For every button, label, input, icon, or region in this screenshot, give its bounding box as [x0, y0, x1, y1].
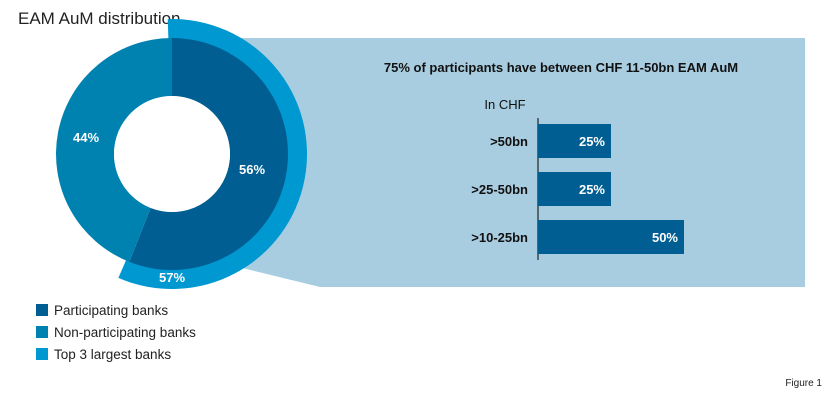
- bar-value-label: 25%: [579, 182, 605, 197]
- legend-label: Participating banks: [54, 303, 168, 318]
- legend: Participating banks Non-participating ban…: [36, 303, 196, 362]
- legend-swatch: [36, 348, 48, 360]
- figure-label: Figure 1: [785, 378, 822, 389]
- bar-value-label: 50%: [652, 230, 678, 245]
- donut-slice-non-participating: [55, 38, 172, 262]
- legend-label: Top 3 largest banks: [54, 347, 171, 362]
- bar-3: [538, 220, 684, 254]
- legend-item-top3: Top 3 largest banks: [36, 347, 171, 362]
- outer-ring-label-top3: 57%: [159, 270, 185, 285]
- bar-category-label: >25-50bn: [471, 182, 528, 197]
- legend-swatch: [36, 326, 48, 338]
- bar-axis-unit-label: In CHF: [484, 97, 525, 112]
- legend-label: Non-participating banks: [54, 325, 196, 340]
- bar-category-label: >50bn: [490, 134, 528, 149]
- donut-label-participating: 56%: [239, 162, 265, 177]
- bar-chart-title: 75% of participants have between CHF 11-…: [384, 60, 738, 75]
- bar-chart: 75% of participants have between CHF 11-…: [384, 60, 738, 260]
- legend-item-non-participating: Non-participating banks: [36, 325, 196, 340]
- legend-swatch: [36, 304, 48, 316]
- bar-category-label: >10-25bn: [471, 230, 528, 245]
- donut-label-non-participating: 44%: [73, 130, 99, 145]
- donut-chart: 56% 44% 57%: [55, 19, 307, 289]
- donut-slice-participating: [129, 38, 288, 270]
- donut-hole: [114, 96, 230, 212]
- legend-item-participating: Participating banks: [36, 303, 168, 318]
- chart-title: EAM AuM distribution: [18, 9, 181, 28]
- bar-1: [538, 124, 611, 158]
- bar-value-label: 25%: [579, 134, 605, 149]
- bar-2: [538, 172, 611, 206]
